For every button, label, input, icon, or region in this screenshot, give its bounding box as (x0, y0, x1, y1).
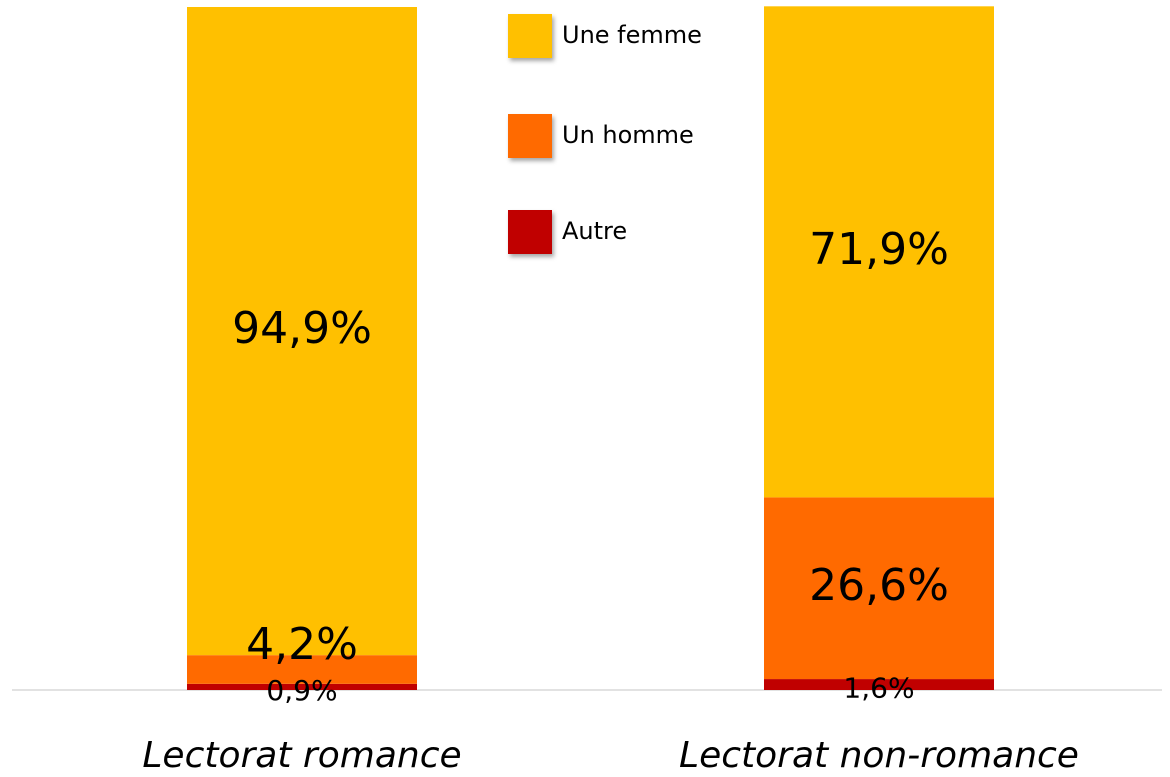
category-label: Lectorat romance (142, 735, 461, 776)
value-label: 94,9% (232, 303, 372, 354)
legend-swatch (508, 14, 552, 58)
value-label: 0,9% (266, 674, 337, 707)
value-label: 4,2% (246, 619, 358, 670)
bar-segment (764, 679, 994, 690)
bar-segment (764, 497, 994, 680)
value-label: 1,6% (843, 672, 914, 705)
category-label: Lectorat non-romance (679, 735, 1079, 776)
value-label: 26,6% (809, 560, 949, 611)
legend-swatch (508, 114, 552, 158)
bar-segment (187, 683, 417, 690)
value-label: 71,9% (809, 224, 949, 275)
legend-label: Autre (562, 217, 627, 245)
legend-label: Un homme (562, 121, 694, 149)
bar-segment (764, 6, 994, 498)
bar-segment (187, 7, 417, 656)
bar-segment (187, 655, 417, 684)
legend-swatch (508, 210, 552, 254)
legend-label: Une femme (562, 21, 702, 49)
